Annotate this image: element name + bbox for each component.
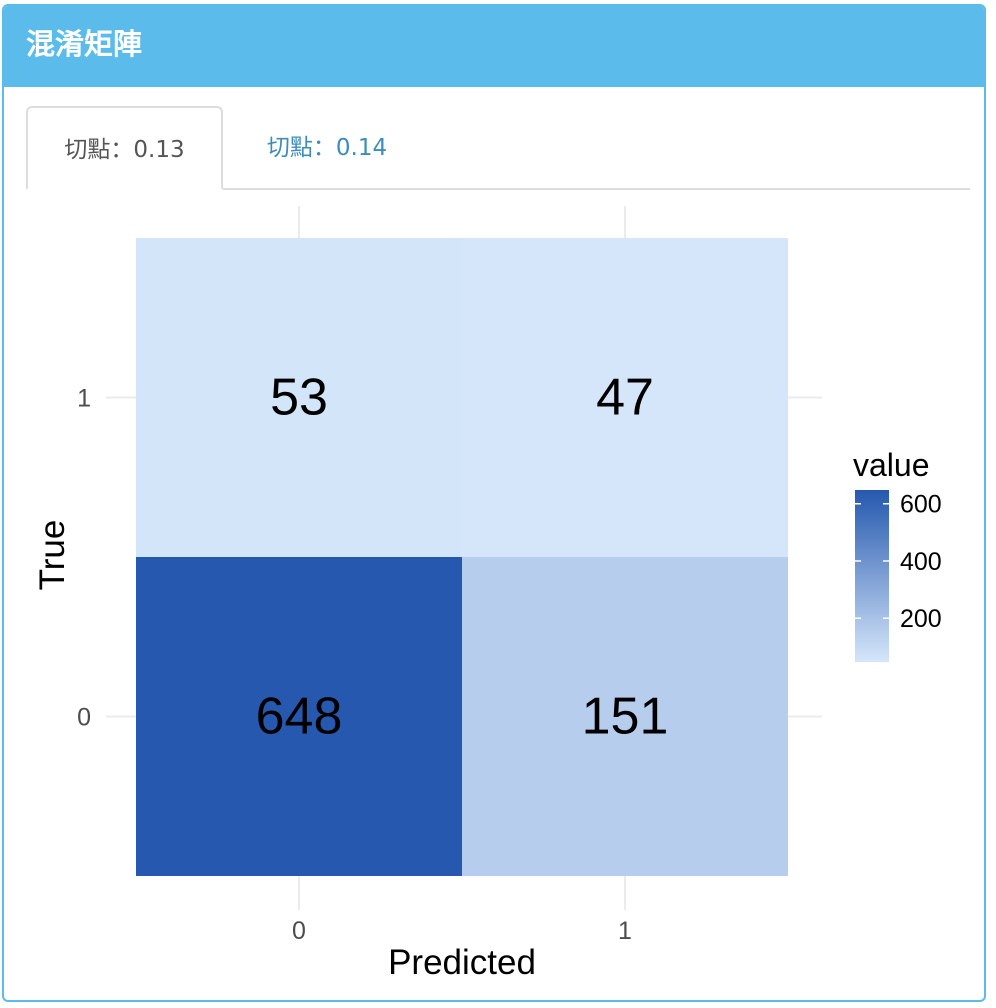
legend-tick-label: 400 bbox=[900, 548, 942, 576]
cell-value: 53 bbox=[270, 369, 328, 427]
heatmap-cell bbox=[136, 557, 462, 876]
y-axis-title: True bbox=[33, 520, 72, 591]
axes: Predicted True 0 1 0 1 bbox=[33, 385, 632, 983]
tab-cutoff-0-13[interactable]: 切點：0.13 bbox=[26, 106, 223, 190]
cell-value: 151 bbox=[582, 688, 669, 746]
heatmap-cell bbox=[462, 557, 788, 876]
legend-tick-label: 200 bbox=[900, 605, 942, 633]
heatmap-cell bbox=[136, 238, 462, 557]
heatmap-cells bbox=[136, 238, 788, 876]
box-header: 混淆矩陣 bbox=[4, 6, 984, 87]
legend-title: value bbox=[853, 447, 930, 483]
x-tick-label: 0 bbox=[292, 917, 306, 945]
y-tick-label: 1 bbox=[77, 385, 91, 413]
tab-cutoff-0-14[interactable]: 切點：0.14 bbox=[266, 135, 388, 161]
legend-tick-label: 600 bbox=[900, 491, 942, 519]
box-title: 混淆矩陣 bbox=[26, 27, 143, 61]
tabs-divider bbox=[26, 188, 970, 190]
y-tick-label: 0 bbox=[77, 704, 91, 732]
x-tick-label: 1 bbox=[618, 917, 632, 945]
x-axis-title: Predicted bbox=[388, 943, 536, 982]
cell-value: 648 bbox=[256, 688, 343, 746]
confusion-matrix-plot: 53 47 648 151 Predicted True 0 1 0 1 value 600… bbox=[33, 206, 942, 983]
legend-color-bar bbox=[855, 490, 889, 662]
confusion-matrix-box: 混淆矩陣 切點：0.13 切點：0.14 53 47 648 151 Predicte… bbox=[2, 4, 986, 1002]
heatmap-cell bbox=[462, 238, 788, 557]
color-legend: value 600 400 200 bbox=[853, 447, 942, 662]
cell-value: 47 bbox=[596, 369, 654, 427]
cell-value-labels: 53 47 648 151 bbox=[256, 369, 669, 746]
